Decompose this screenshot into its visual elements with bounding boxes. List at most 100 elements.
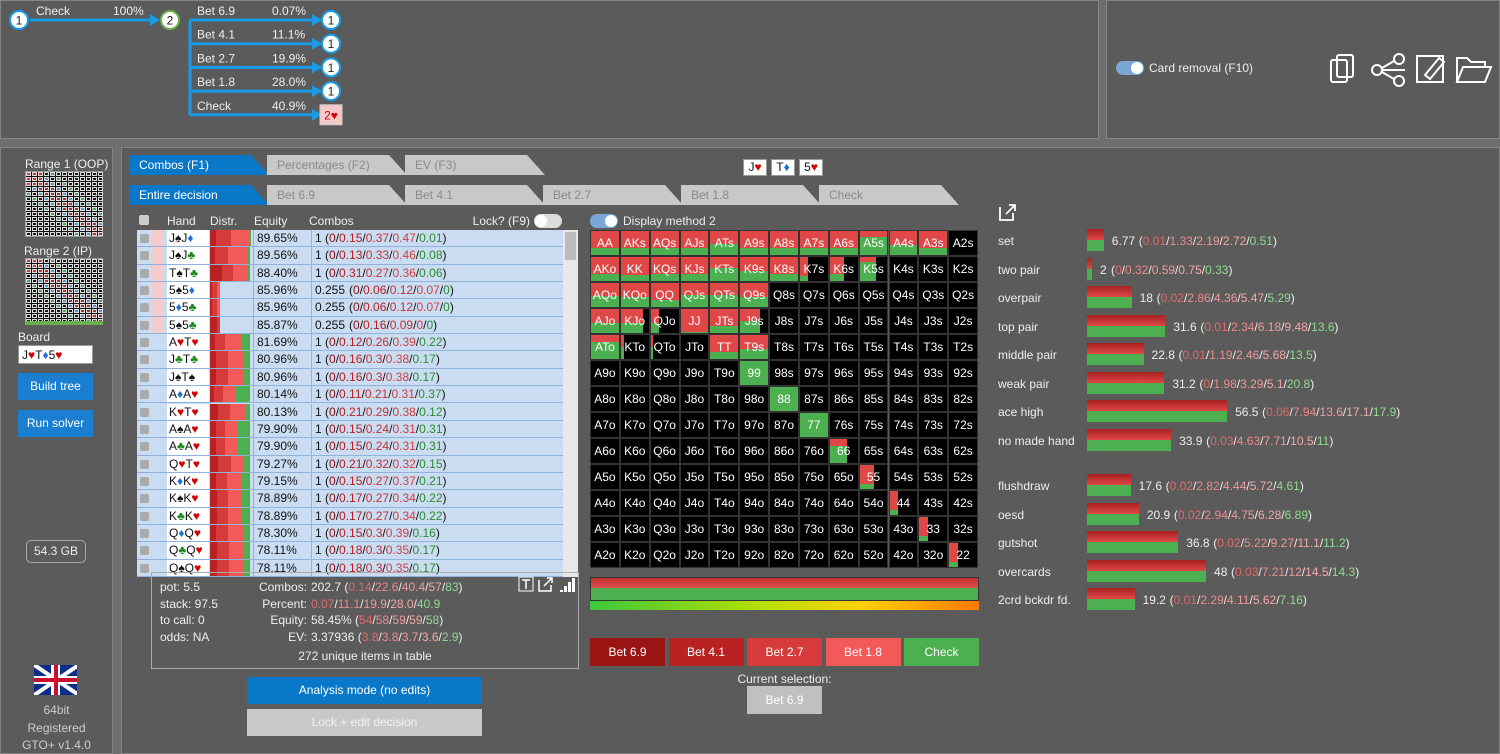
matrix-cell[interactable]: 76s: [828, 412, 859, 438]
matrix-cell[interactable]: Q3s: [918, 282, 949, 308]
table-row[interactable]: K♦K♥ 79.15% 1 (0/0.15/0.27/0.37/0.21): [137, 472, 563, 491]
matrix-cell[interactable]: T3o: [709, 516, 740, 542]
action-button[interactable]: Bet 4.1: [668, 638, 744, 666]
matrix-cell[interactable]: 96o: [739, 438, 770, 464]
matrix-cell[interactable]: 88: [769, 386, 799, 412]
matrix-cell[interactable]: K5o: [619, 464, 650, 490]
matrix-cell[interactable]: Q2o: [649, 542, 680, 568]
decision-tab[interactable]: Bet 1.8: [681, 185, 821, 205]
action-button[interactable]: Check: [904, 638, 979, 666]
matrix-cell[interactable]: 66: [828, 438, 859, 464]
matrix-cell[interactable]: J2s: [948, 308, 979, 334]
matrix-cell[interactable]: Q3o: [649, 516, 680, 542]
table-row[interactable]: J♣T♣ 80.96% 1 (0/0.16/0.3/0.38/0.17): [137, 351, 563, 369]
matrix-cell[interactable]: TT: [709, 334, 740, 360]
matrix-cell[interactable]: 55: [858, 464, 889, 490]
matrix-cell[interactable]: K8s: [769, 256, 799, 282]
matrix-cell[interactable]: Q7s: [798, 282, 829, 308]
matrix-cell[interactable]: 33: [918, 516, 949, 542]
matrix-cell[interactable]: T8s: [769, 334, 799, 360]
matrix-cell[interactable]: 75s: [858, 412, 889, 438]
action-button[interactable]: Bet 1.8: [825, 638, 901, 666]
matrix-cell[interactable]: K6o: [619, 438, 650, 464]
matrix-cell[interactable]: T7s: [798, 334, 829, 360]
matrix-cell[interactable]: 73s: [918, 412, 949, 438]
matrix-cell[interactable]: AKo: [590, 256, 620, 282]
matrix-cell[interactable]: 74s: [888, 412, 919, 438]
matrix-cell[interactable]: 63s: [918, 438, 949, 464]
matrix-cell[interactable]: 95o: [739, 464, 770, 490]
matrix-cell[interactable]: KQs: [649, 256, 680, 282]
matrix-cell[interactable]: KJo: [619, 308, 650, 334]
matrix-cell[interactable]: Q2s: [948, 282, 979, 308]
matrix-cell[interactable]: K3o: [619, 516, 650, 542]
matrix-cell[interactable]: A7s: [798, 230, 829, 256]
matrix-cell[interactable]: 87o: [769, 412, 799, 438]
matrix-cell[interactable]: Q8o: [649, 386, 680, 412]
matrix-cell[interactable]: A2s: [948, 230, 979, 256]
matrix-cell[interactable]: 85o: [769, 464, 799, 490]
matrix-cell[interactable]: 97o: [739, 412, 770, 438]
matrix-cell[interactable]: Q4o: [649, 490, 680, 516]
matrix-cell[interactable]: 93s: [918, 360, 949, 386]
matrix-cell[interactable]: 99: [739, 360, 770, 386]
table-row[interactable]: K♣K♥ 78.89% 1 (0/0.17/0.27/0.34/0.22): [137, 507, 563, 525]
matrix-cell[interactable]: T5s: [858, 334, 889, 360]
table-row[interactable]: T♠T♣ 88.40% 1 (0/0.31/0.27/0.36/0.06): [137, 264, 563, 283]
matrix-cell[interactable]: A5s: [858, 230, 889, 256]
matrix-cell[interactable]: K5s: [858, 256, 889, 282]
matrix-cell[interactable]: 84o: [769, 490, 799, 516]
matrix-cell[interactable]: AQo: [590, 282, 620, 308]
matrix-cell[interactable]: T5o: [709, 464, 740, 490]
matrix-cell[interactable]: 87s: [798, 386, 829, 412]
mode-button[interactable]: Analysis mode (no edits): [247, 677, 482, 704]
matrix-cell[interactable]: 53s: [918, 464, 949, 490]
matrix-cell[interactable]: 95s: [858, 360, 889, 386]
board-input[interactable]: J♥T♦5♥: [18, 345, 93, 364]
matrix-cell[interactable]: 54o: [858, 490, 889, 516]
view-tab[interactable]: Combos (F1): [129, 155, 269, 175]
matrix-cell[interactable]: 62o: [828, 542, 859, 568]
matrix-cell[interactable]: 74o: [798, 490, 829, 516]
matrix-cell[interactable]: A8s: [769, 230, 799, 256]
lock-toggle[interactable]: [534, 214, 562, 228]
decision-tab[interactable]: Bet 4.1: [405, 185, 545, 205]
matrix-cell[interactable]: 94s: [888, 360, 919, 386]
matrix-cell[interactable]: K2o: [619, 542, 650, 568]
matrix-cell[interactable]: J6s: [828, 308, 859, 334]
matrix-cell[interactable]: A7o: [590, 412, 620, 438]
matrix-cell[interactable]: K9s: [739, 256, 770, 282]
matrix-cell[interactable]: QTo: [649, 334, 680, 360]
matrix-cell[interactable]: 32o: [918, 542, 949, 568]
table-row[interactable]: Q♣Q♥ 78.11% 1 (0/0.18/0.3/0.35/0.17): [137, 542, 563, 560]
scrollbar-thumb[interactable]: [565, 232, 576, 260]
matrix-cell[interactable]: 98s: [769, 360, 799, 386]
matrix-cell[interactable]: Q9o: [649, 360, 680, 386]
matrix-cell[interactable]: K4o: [619, 490, 650, 516]
table-row[interactable]: K♥T♥ 80.13% 1 (0/0.21/0.29/0.38/0.12): [137, 403, 563, 421]
matrix-cell[interactable]: A8o: [590, 386, 620, 412]
decision-tab[interactable]: Bet 2.7: [543, 185, 683, 205]
matrix-cell[interactable]: K2s: [948, 256, 979, 282]
summary-icons[interactable]: [518, 576, 578, 594]
matrix-cell[interactable]: Q4s: [888, 282, 919, 308]
matrix-cell[interactable]: K7o: [619, 412, 650, 438]
matrix-cell[interactable]: A6o: [590, 438, 620, 464]
matrix-cell[interactable]: Q9s: [739, 282, 770, 308]
matrix-cell[interactable]: T4o: [709, 490, 740, 516]
matrix-cell[interactable]: ATo: [590, 334, 620, 360]
matrix-cell[interactable]: 72o: [798, 542, 829, 568]
matrix-cell[interactable]: AJs: [679, 230, 710, 256]
matrix-cell[interactable]: ATs: [709, 230, 740, 256]
table-row[interactable]: Q♠Q♥ 78.11% 1 (0/0.18/0.3/0.35/0.17): [137, 559, 563, 577]
action-button[interactable]: Bet 2.7: [747, 638, 822, 666]
matrix-cell[interactable]: A2o: [590, 542, 620, 568]
matrix-cell[interactable]: T9s: [739, 334, 770, 360]
matrix-cell[interactable]: J6o: [679, 438, 710, 464]
mode-button[interactable]: Lock + edit decision: [247, 709, 482, 736]
matrix-cell[interactable]: KJs: [679, 256, 710, 282]
matrix-cell[interactable]: J9o: [679, 360, 710, 386]
matrix-cell[interactable]: QJo: [649, 308, 680, 334]
matrix-cell[interactable]: J2o: [679, 542, 710, 568]
matrix-cell[interactable]: JTs: [709, 308, 740, 334]
